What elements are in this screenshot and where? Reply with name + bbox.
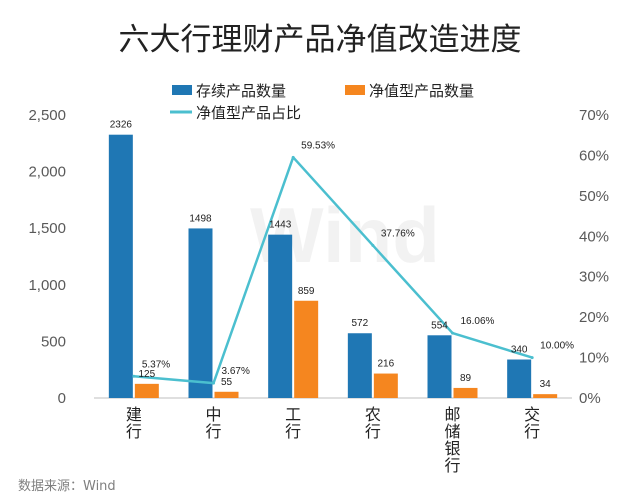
bar-label-nav: 859 (298, 286, 315, 297)
legend-label: 净值型产品数量 (369, 82, 474, 100)
source-note: 数据来源：Wind (18, 479, 116, 494)
bar-existing (268, 234, 293, 398)
bar-label-nav: 89 (460, 373, 472, 384)
right-tick-label: 60% (579, 147, 609, 164)
ratio-point (530, 356, 534, 360)
bar-existing (108, 134, 133, 399)
ratio-label: 10.00% (540, 341, 574, 352)
ratio-point (371, 243, 375, 247)
bar-label-existing: 340 (511, 345, 528, 356)
axes: 0 500 1,000 1,500 2,000 2,500 0% 10% 20% 30% 40% 50… (28, 107, 609, 475)
bar-label-existing: 2326 (110, 120, 133, 131)
right-tick-label: 10% (579, 350, 609, 367)
left-tick-label: 0 (58, 390, 66, 407)
category-label: 行 (365, 422, 381, 441)
bar-existing (427, 335, 452, 398)
category-label: 储 (444, 422, 460, 441)
category-label: 行 (205, 422, 221, 441)
bar-nav (373, 373, 398, 398)
bar-nav (294, 300, 319, 398)
category-label: 工 (285, 405, 301, 424)
left-tick-label: 2,500 (28, 107, 66, 124)
category-label: 建 (126, 405, 142, 424)
bar-label-existing: 572 (351, 318, 368, 329)
right-tick-label: 30% (579, 269, 609, 286)
ratio-point (291, 155, 295, 159)
bar-nav (134, 383, 159, 398)
bar-label-existing: 554 (431, 320, 448, 331)
bar-label-existing: 1443 (269, 220, 292, 231)
ratio-line (133, 156, 533, 385)
bar-nav (214, 391, 239, 398)
category-label: 行 (126, 422, 142, 441)
data-labels: 2326 1498 1443 572 554 340 125 55 859 216 89 34 5.37… (110, 120, 574, 390)
legend-label: 净值型产品占比 (196, 104, 301, 122)
right-tick-label: 20% (579, 309, 609, 326)
category-label: 银 (444, 439, 460, 458)
ratio-point (451, 331, 454, 335)
ratio-label: 37.76% (381, 228, 415, 239)
legend-swatch (345, 85, 365, 95)
bar-label-nav: 216 (377, 359, 394, 370)
ratio-label: 3.67% (222, 366, 250, 377)
bar-nav (453, 387, 478, 398)
category-label: 中 (205, 405, 221, 424)
bar-existing (507, 359, 532, 398)
category-label: 交 (524, 405, 540, 424)
legend-swatch (172, 85, 192, 95)
category-label: 行 (444, 456, 460, 475)
bar-nav (533, 394, 558, 398)
category-label: 农 (365, 405, 381, 424)
right-tick-label: 40% (579, 228, 609, 245)
right-tick-label: 0% (579, 390, 601, 407)
ratio-label: 59.53% (301, 140, 335, 151)
left-tick-label: 1,500 (28, 220, 66, 237)
ratio-point (212, 381, 215, 385)
category-label: 邮 (444, 405, 460, 424)
right-tick-label: 70% (579, 107, 609, 124)
left-tick-label: 1,000 (28, 277, 66, 294)
bar-label-nav: 55 (221, 377, 233, 388)
left-tick-label: 2,000 (28, 164, 66, 181)
bar-existing (347, 333, 372, 398)
right-tick-label: 50% (579, 188, 609, 205)
line-series (132, 155, 534, 385)
legend-label: 存续产品数量 (196, 82, 286, 100)
bar-label-existing: 1498 (189, 213, 212, 224)
ratio-label: 5.37% (142, 359, 170, 370)
bar-label-nav: 34 (540, 379, 552, 390)
bar-label-nav: 125 (138, 369, 155, 380)
left-tick-label: 500 (41, 333, 66, 350)
category-label: 行 (524, 422, 540, 441)
bar-existing (188, 228, 213, 398)
ratio-point (132, 374, 136, 378)
bars (108, 134, 558, 399)
category-label: 行 (285, 422, 301, 441)
ratio-label: 16.06% (461, 316, 495, 327)
chart-title: 六大行理财产品净值改造进度 (119, 22, 522, 58)
